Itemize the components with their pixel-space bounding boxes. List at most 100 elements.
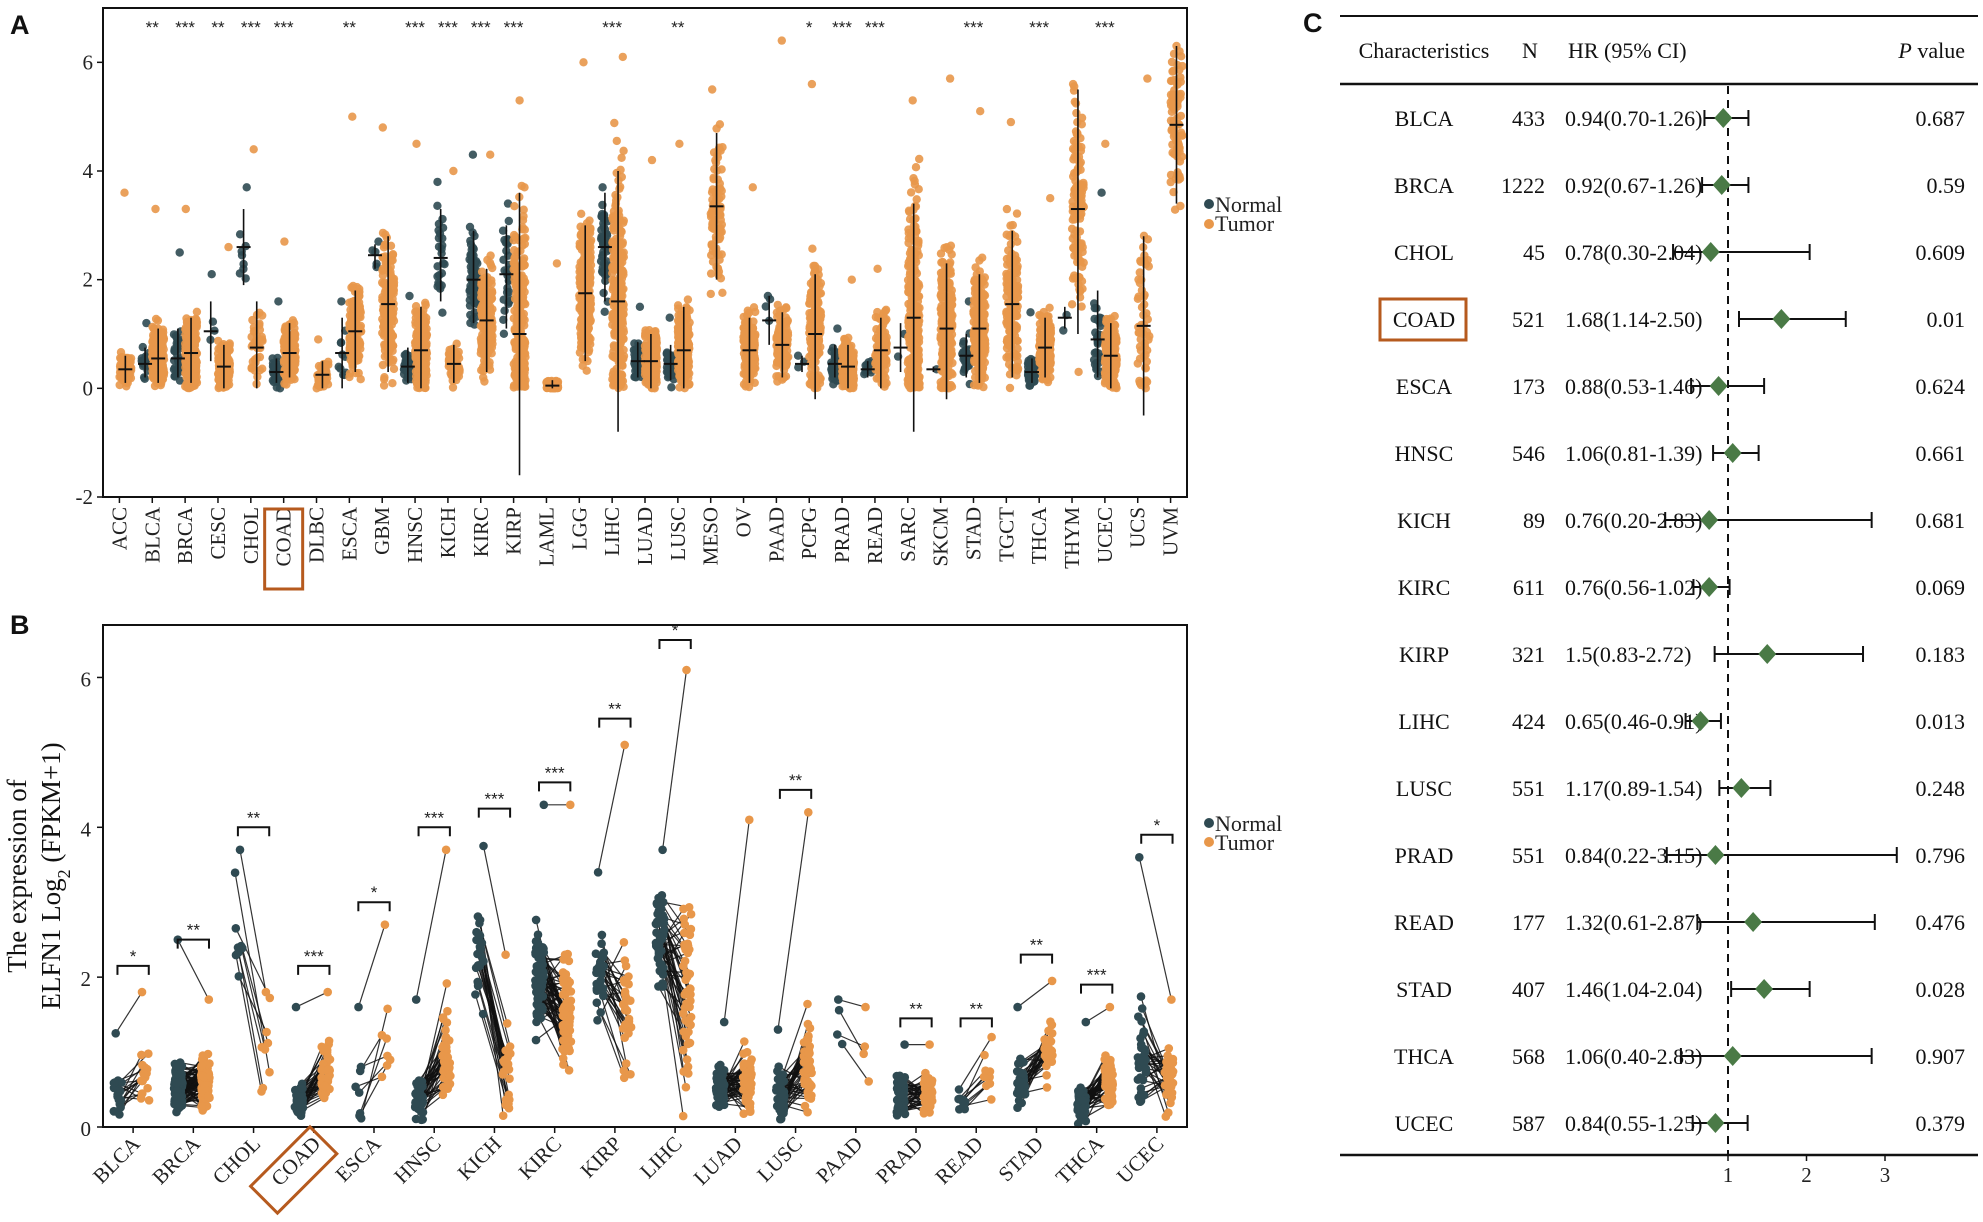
tumor-point	[908, 96, 917, 105]
tumor-point	[516, 291, 525, 300]
normal-point	[434, 271, 444, 280]
tumor-point	[944, 363, 953, 372]
normal-point	[405, 291, 414, 301]
tumor-point	[712, 124, 721, 133]
tumor-point	[614, 346, 624, 356]
tumor-point	[217, 341, 227, 350]
normal-point	[468, 150, 478, 159]
tumor-point	[808, 244, 817, 253]
tumor-point	[388, 256, 397, 265]
tumor-point	[480, 345, 489, 354]
tumor-point	[314, 335, 323, 344]
tumor-point	[184, 381, 193, 390]
tumor-point	[880, 382, 889, 391]
tumor-point	[772, 308, 782, 317]
tumor-point	[520, 183, 529, 192]
normal-point	[440, 260, 449, 269]
tumor-point	[915, 154, 924, 164]
tumor-point	[911, 163, 921, 172]
tumor-point	[751, 307, 760, 317]
tumor-point	[224, 368, 233, 377]
tumor-point	[579, 281, 589, 290]
tumor-point	[192, 315, 201, 324]
normal-point	[833, 324, 842, 333]
tumor-point	[116, 348, 126, 357]
tumor-point	[347, 332, 357, 342]
tumor-point	[258, 311, 267, 320]
tumor-point	[910, 232, 920, 241]
tumor-point	[478, 362, 488, 371]
normal-point	[274, 297, 283, 306]
tumor-point	[910, 202, 919, 211]
tumor-point	[673, 316, 683, 325]
tumor-point	[157, 332, 166, 341]
tumor-point	[388, 379, 397, 388]
tumor-point	[124, 373, 134, 383]
tumor-point	[617, 254, 627, 263]
tumor-point	[280, 341, 290, 350]
tumor-point	[356, 308, 365, 317]
tumor-point	[314, 361, 324, 371]
tumor-point	[355, 351, 364, 361]
normal-point	[599, 222, 608, 231]
tumor-point	[382, 328, 392, 337]
normal-point	[207, 270, 216, 279]
normal-point	[434, 280, 444, 289]
tumor-point	[290, 355, 299, 364]
normal-point	[140, 374, 149, 383]
tumor-point	[380, 241, 390, 250]
tumor-point	[224, 242, 233, 252]
tumor-point	[249, 145, 258, 154]
tumor-point	[776, 345, 785, 354]
tumor-point	[716, 274, 726, 283]
normal-point	[433, 262, 442, 271]
tumor-point	[905, 260, 914, 270]
tumor-point	[713, 264, 722, 273]
normal-point	[433, 177, 442, 187]
normal-point	[374, 237, 383, 246]
tumor-point	[706, 289, 715, 299]
tumor-point	[378, 271, 388, 280]
tumor-point	[384, 342, 394, 351]
normal-point	[667, 383, 676, 392]
tumor-point	[708, 85, 717, 94]
tumor-point	[907, 315, 917, 324]
tumor-point	[575, 273, 584, 282]
tumor-point	[841, 339, 851, 348]
normal-point	[337, 297, 346, 306]
normal-point	[235, 230, 245, 239]
normal-point	[470, 308, 479, 317]
normal-point	[599, 288, 608, 298]
tumor-point	[683, 295, 693, 304]
tumor-point	[509, 230, 519, 240]
normal-point	[470, 265, 479, 275]
tumor-point	[213, 349, 223, 358]
tumor-point	[453, 364, 462, 374]
tumor-point	[478, 330, 487, 339]
tumor-point	[619, 146, 628, 155]
normal-point	[467, 252, 477, 261]
normal-point	[241, 274, 250, 283]
tumor-point	[510, 371, 519, 380]
tumor-point	[480, 377, 489, 386]
tumor-point	[910, 180, 920, 189]
tumor-point	[947, 250, 956, 259]
tumor-point	[448, 376, 457, 385]
tumor-point	[510, 306, 519, 315]
tumor-point	[612, 136, 621, 146]
tumor-point	[486, 150, 495, 159]
tumor-point	[324, 357, 333, 366]
tumor-point	[480, 273, 490, 283]
tumor-point	[415, 380, 425, 390]
tumor-point	[947, 382, 957, 391]
tumor-point	[248, 315, 257, 325]
tumor-point	[151, 204, 160, 214]
normal-point	[142, 318, 151, 328]
tumor-point	[938, 295, 947, 304]
normal-point	[793, 351, 803, 360]
tumor-point	[516, 335, 526, 345]
tumor-point	[777, 36, 786, 45]
tumor-point	[579, 330, 588, 339]
tumor-point	[181, 204, 190, 214]
tumor-point	[412, 139, 421, 148]
